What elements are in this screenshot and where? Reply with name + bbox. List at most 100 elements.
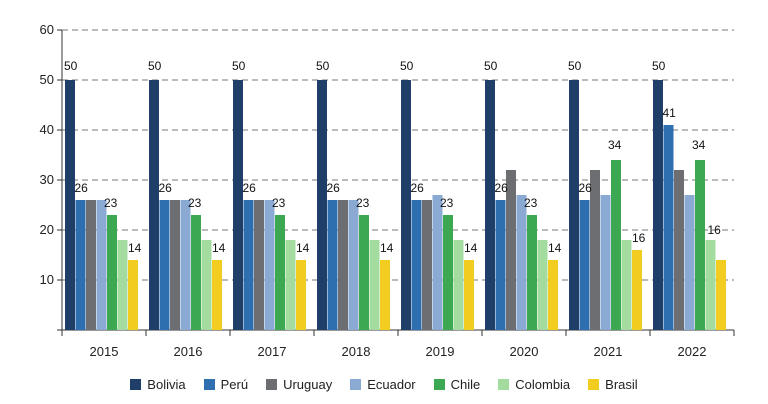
bar-colombia-2019 [453, 240, 464, 330]
bar-bolivia-2018 [317, 80, 327, 330]
data-label: 41 [663, 106, 677, 120]
data-label: 26 [495, 181, 509, 195]
data-label: 50 [652, 59, 666, 73]
bar-ecuador-2018 [348, 200, 359, 330]
legend-label: Bolivia [147, 376, 186, 392]
data-label: 26 [159, 181, 173, 195]
bar-brasil-2020 [548, 260, 558, 330]
bar-uruguay-2016 [170, 200, 180, 330]
bar-brasil-2018 [380, 260, 390, 330]
bar-chile-2021 [611, 160, 621, 330]
bar-ecuador-2017 [264, 200, 275, 330]
data-label: 50 [568, 59, 582, 73]
bar-perú-2021 [579, 200, 590, 330]
bar-colombia-2017 [285, 240, 296, 330]
bar-bolivia-2015 [65, 80, 75, 330]
legend-swatch [433, 378, 445, 390]
legend-swatch [588, 378, 600, 390]
data-label: 26 [243, 181, 257, 195]
bar-chart: 10 20 30 40 50 60 2015 2016 2017 2018 2019 2020 2021… [40, 22, 735, 359]
data-label: 26 [579, 181, 593, 195]
bar-ecuador-2016 [180, 200, 191, 330]
bar-brasil-2016 [212, 260, 222, 330]
bar-uruguay-2018 [338, 200, 348, 330]
bar-brasil-2021 [632, 250, 642, 330]
x-category-label: 2019 [426, 344, 455, 359]
data-label: 50 [316, 59, 330, 73]
bar-ecuador-2021 [600, 195, 611, 330]
legend-item-bolivia: Bolivia [130, 376, 186, 392]
bar-uruguay-2022 [674, 170, 684, 330]
data-label: 50 [64, 59, 78, 73]
data-label: 34 [608, 138, 622, 152]
data-label: 14 [296, 241, 310, 255]
bar-uruguay-2021 [590, 170, 600, 330]
legend-swatch [130, 378, 142, 390]
bar-bolivia-2019 [401, 80, 411, 330]
bar-brasil-2022 [716, 260, 726, 330]
bar-ecuador-2015 [96, 200, 107, 330]
bar-colombia-2022 [705, 240, 716, 330]
bar-chile-2022 [695, 160, 705, 330]
data-label: 14 [380, 241, 394, 255]
bar-colombia-2018 [369, 240, 380, 330]
bar-chile-2017 [275, 215, 285, 330]
bar-bolivia-2017 [233, 80, 243, 330]
data-label: 23 [188, 196, 202, 210]
bar-ecuador-2022 [684, 195, 695, 330]
bar-perú-2019 [411, 200, 422, 330]
data-label: 14 [548, 241, 562, 255]
bar-brasil-2015 [128, 260, 138, 330]
bar-brasil-2017 [296, 260, 306, 330]
bar-perú-2017 [243, 200, 254, 330]
legend-label: Uruguay [283, 376, 333, 392]
data-label: 23 [104, 196, 118, 210]
legend-item-colombia: Colombia [498, 377, 570, 392]
legend-label: Chile [450, 376, 481, 392]
data-label: 16 [708, 223, 722, 237]
legend-label: Colombia [515, 376, 571, 392]
bar-perú-2018 [327, 200, 338, 330]
bar-colombia-2016 [201, 240, 212, 330]
bar-bolivia-2021 [569, 80, 579, 330]
legend-swatch [203, 378, 215, 390]
y-tick-label: 60 [40, 22, 54, 37]
bar-uruguay-2015 [86, 200, 96, 330]
bar-bolivia-2016 [149, 80, 159, 330]
y-tick-label: 50 [40, 72, 54, 87]
bar-chile-2020 [527, 215, 537, 330]
x-category-label: 2018 [342, 344, 371, 359]
bar-ecuador-2019 [432, 195, 443, 330]
data-label: 50 [232, 59, 246, 73]
legend-label: Ecuador [367, 376, 416, 392]
data-label: 23 [440, 196, 454, 210]
x-category-label: 2017 [258, 344, 287, 359]
y-tick-label: 20 [40, 222, 54, 237]
legend-swatch [266, 378, 278, 390]
bar-colombia-2020 [537, 240, 548, 330]
legend-item-chile: Chile [433, 376, 481, 392]
data-label: 50 [484, 59, 498, 73]
bar-chile-2019 [443, 215, 453, 330]
bar-uruguay-2019 [422, 200, 432, 330]
bar-ecuador-2020 [516, 195, 527, 330]
bar-perú-2020 [495, 200, 506, 330]
x-category-label: 2021 [594, 344, 623, 359]
legend-item-ecuador: Ecuador [350, 376, 416, 392]
bar-colombia-2015 [117, 240, 128, 330]
legend-item-uruguay: Uruguay [266, 377, 332, 392]
bar-bolivia-2020 [485, 80, 495, 330]
legend-swatch [498, 378, 510, 390]
bar-perú-2016 [159, 200, 170, 330]
bar-chile-2015 [107, 215, 117, 330]
data-label: 26 [75, 181, 89, 195]
bar-chile-2018 [359, 215, 369, 330]
legend-swatch [350, 378, 362, 390]
data-label: 50 [148, 59, 162, 73]
data-label: 50 [400, 59, 414, 73]
legend: Bolivia Perú Uruguay Ecuador Chile Colombia Br… [0, 372, 768, 396]
y-tick-label: 40 [40, 122, 54, 137]
x-category-label: 2020 [510, 344, 539, 359]
bar-perú-2015 [75, 200, 86, 330]
legend-label: Perú [220, 376, 249, 392]
